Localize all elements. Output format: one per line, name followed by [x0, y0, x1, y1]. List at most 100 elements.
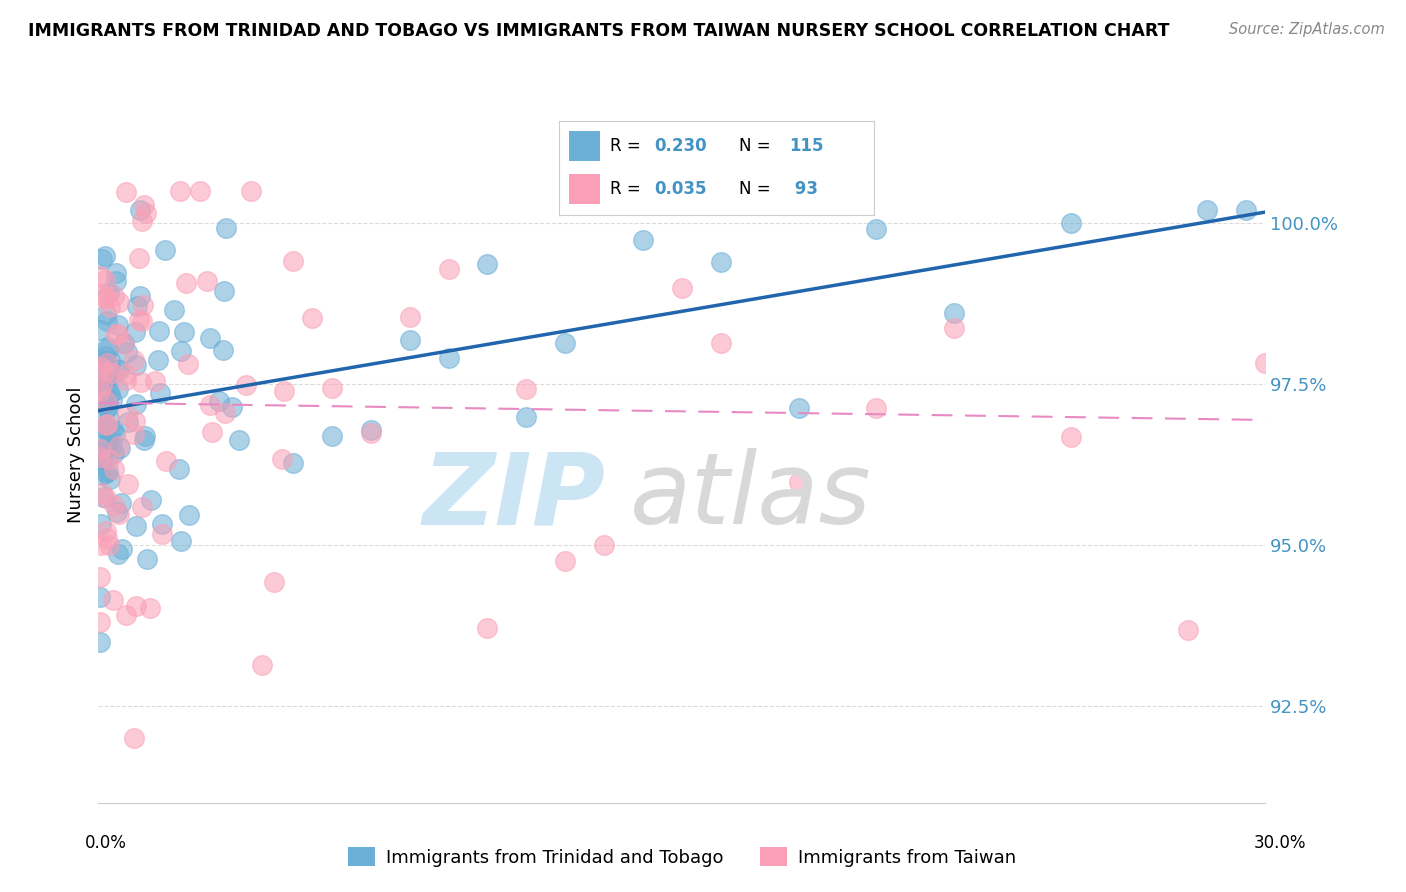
- Point: [169, 184, 191, 198]
- Point: [98, 451, 121, 466]
- Point: [90, 516, 112, 531]
- Point: [201, 425, 224, 439]
- Point: [104, 426, 127, 441]
- Point: [515, 382, 537, 396]
- Point: [100, 472, 122, 486]
- Point: [437, 351, 460, 365]
- Point: [96, 401, 118, 416]
- Point: [93, 396, 115, 410]
- Point: [97, 382, 120, 396]
- Point: [89, 590, 111, 604]
- Point: [398, 333, 420, 347]
- Point: [515, 409, 537, 424]
- Point: [115, 607, 138, 622]
- Point: [114, 373, 136, 387]
- Point: [89, 412, 111, 426]
- Point: [96, 371, 118, 385]
- Point: [212, 343, 235, 357]
- Point: [89, 456, 111, 470]
- Text: atlas: atlas: [630, 448, 872, 545]
- Point: [105, 506, 128, 520]
- Legend: Immigrants from Trinidad and Tobago, Immigrants from Taiwan: Immigrants from Trinidad and Tobago, Imm…: [340, 840, 1024, 874]
- Point: [96, 340, 118, 354]
- Point: [263, 575, 285, 590]
- Point: [100, 363, 122, 377]
- Point: [554, 336, 576, 351]
- Point: [89, 384, 111, 399]
- Point: [360, 425, 382, 440]
- Point: [131, 500, 153, 515]
- Point: [112, 336, 135, 351]
- Point: [132, 298, 155, 312]
- Point: [91, 421, 114, 435]
- Point: [176, 357, 198, 371]
- Point: [108, 507, 131, 521]
- Point: [103, 462, 125, 476]
- Point: [188, 184, 211, 198]
- Point: [97, 464, 120, 478]
- Point: [112, 337, 135, 351]
- Point: [89, 570, 111, 584]
- Point: [129, 289, 152, 303]
- Point: [208, 394, 231, 409]
- Point: [94, 491, 117, 505]
- Point: [97, 537, 120, 551]
- Point: [135, 206, 157, 220]
- Point: [108, 363, 131, 377]
- Point: [103, 289, 125, 303]
- Point: [281, 457, 304, 471]
- Point: [107, 294, 129, 309]
- Point: [155, 454, 177, 468]
- Point: [173, 325, 195, 339]
- Point: [93, 354, 115, 368]
- Point: [1177, 623, 1199, 637]
- Point: [98, 286, 121, 301]
- Point: [169, 343, 191, 358]
- Point: [90, 485, 112, 500]
- Point: [271, 452, 294, 467]
- Point: [212, 284, 235, 298]
- Point: [787, 475, 810, 490]
- Point: [94, 249, 117, 263]
- Point: [97, 433, 120, 447]
- Point: [1060, 430, 1083, 444]
- Point: [90, 360, 112, 375]
- Point: [105, 326, 128, 341]
- Point: [114, 185, 136, 199]
- Point: [89, 450, 111, 464]
- Point: [125, 519, 148, 533]
- Point: [865, 401, 887, 416]
- Point: [228, 434, 250, 448]
- Point: [117, 477, 139, 491]
- Point: [321, 429, 343, 443]
- Point: [98, 387, 121, 401]
- Point: [122, 353, 145, 368]
- Point: [107, 547, 129, 561]
- Point: [89, 323, 111, 337]
- Point: [89, 442, 111, 456]
- Point: [94, 524, 117, 538]
- Point: [198, 330, 221, 344]
- Point: [97, 400, 120, 414]
- Point: [91, 252, 114, 266]
- Point: [115, 367, 138, 381]
- Point: [122, 426, 145, 441]
- Point: [135, 552, 157, 566]
- Point: [89, 615, 111, 630]
- Point: [125, 397, 148, 411]
- Point: [128, 251, 150, 265]
- Point: [132, 433, 155, 447]
- Point: [107, 318, 129, 333]
- Point: [96, 439, 118, 453]
- Point: [107, 383, 129, 397]
- Point: [593, 537, 616, 551]
- Point: [103, 445, 125, 459]
- Point: [101, 439, 124, 453]
- Point: [148, 324, 170, 338]
- Point: [98, 425, 121, 439]
- Point: [321, 381, 343, 395]
- Point: [215, 221, 238, 235]
- Point: [89, 634, 111, 648]
- Point: [105, 362, 128, 376]
- Point: [198, 398, 221, 412]
